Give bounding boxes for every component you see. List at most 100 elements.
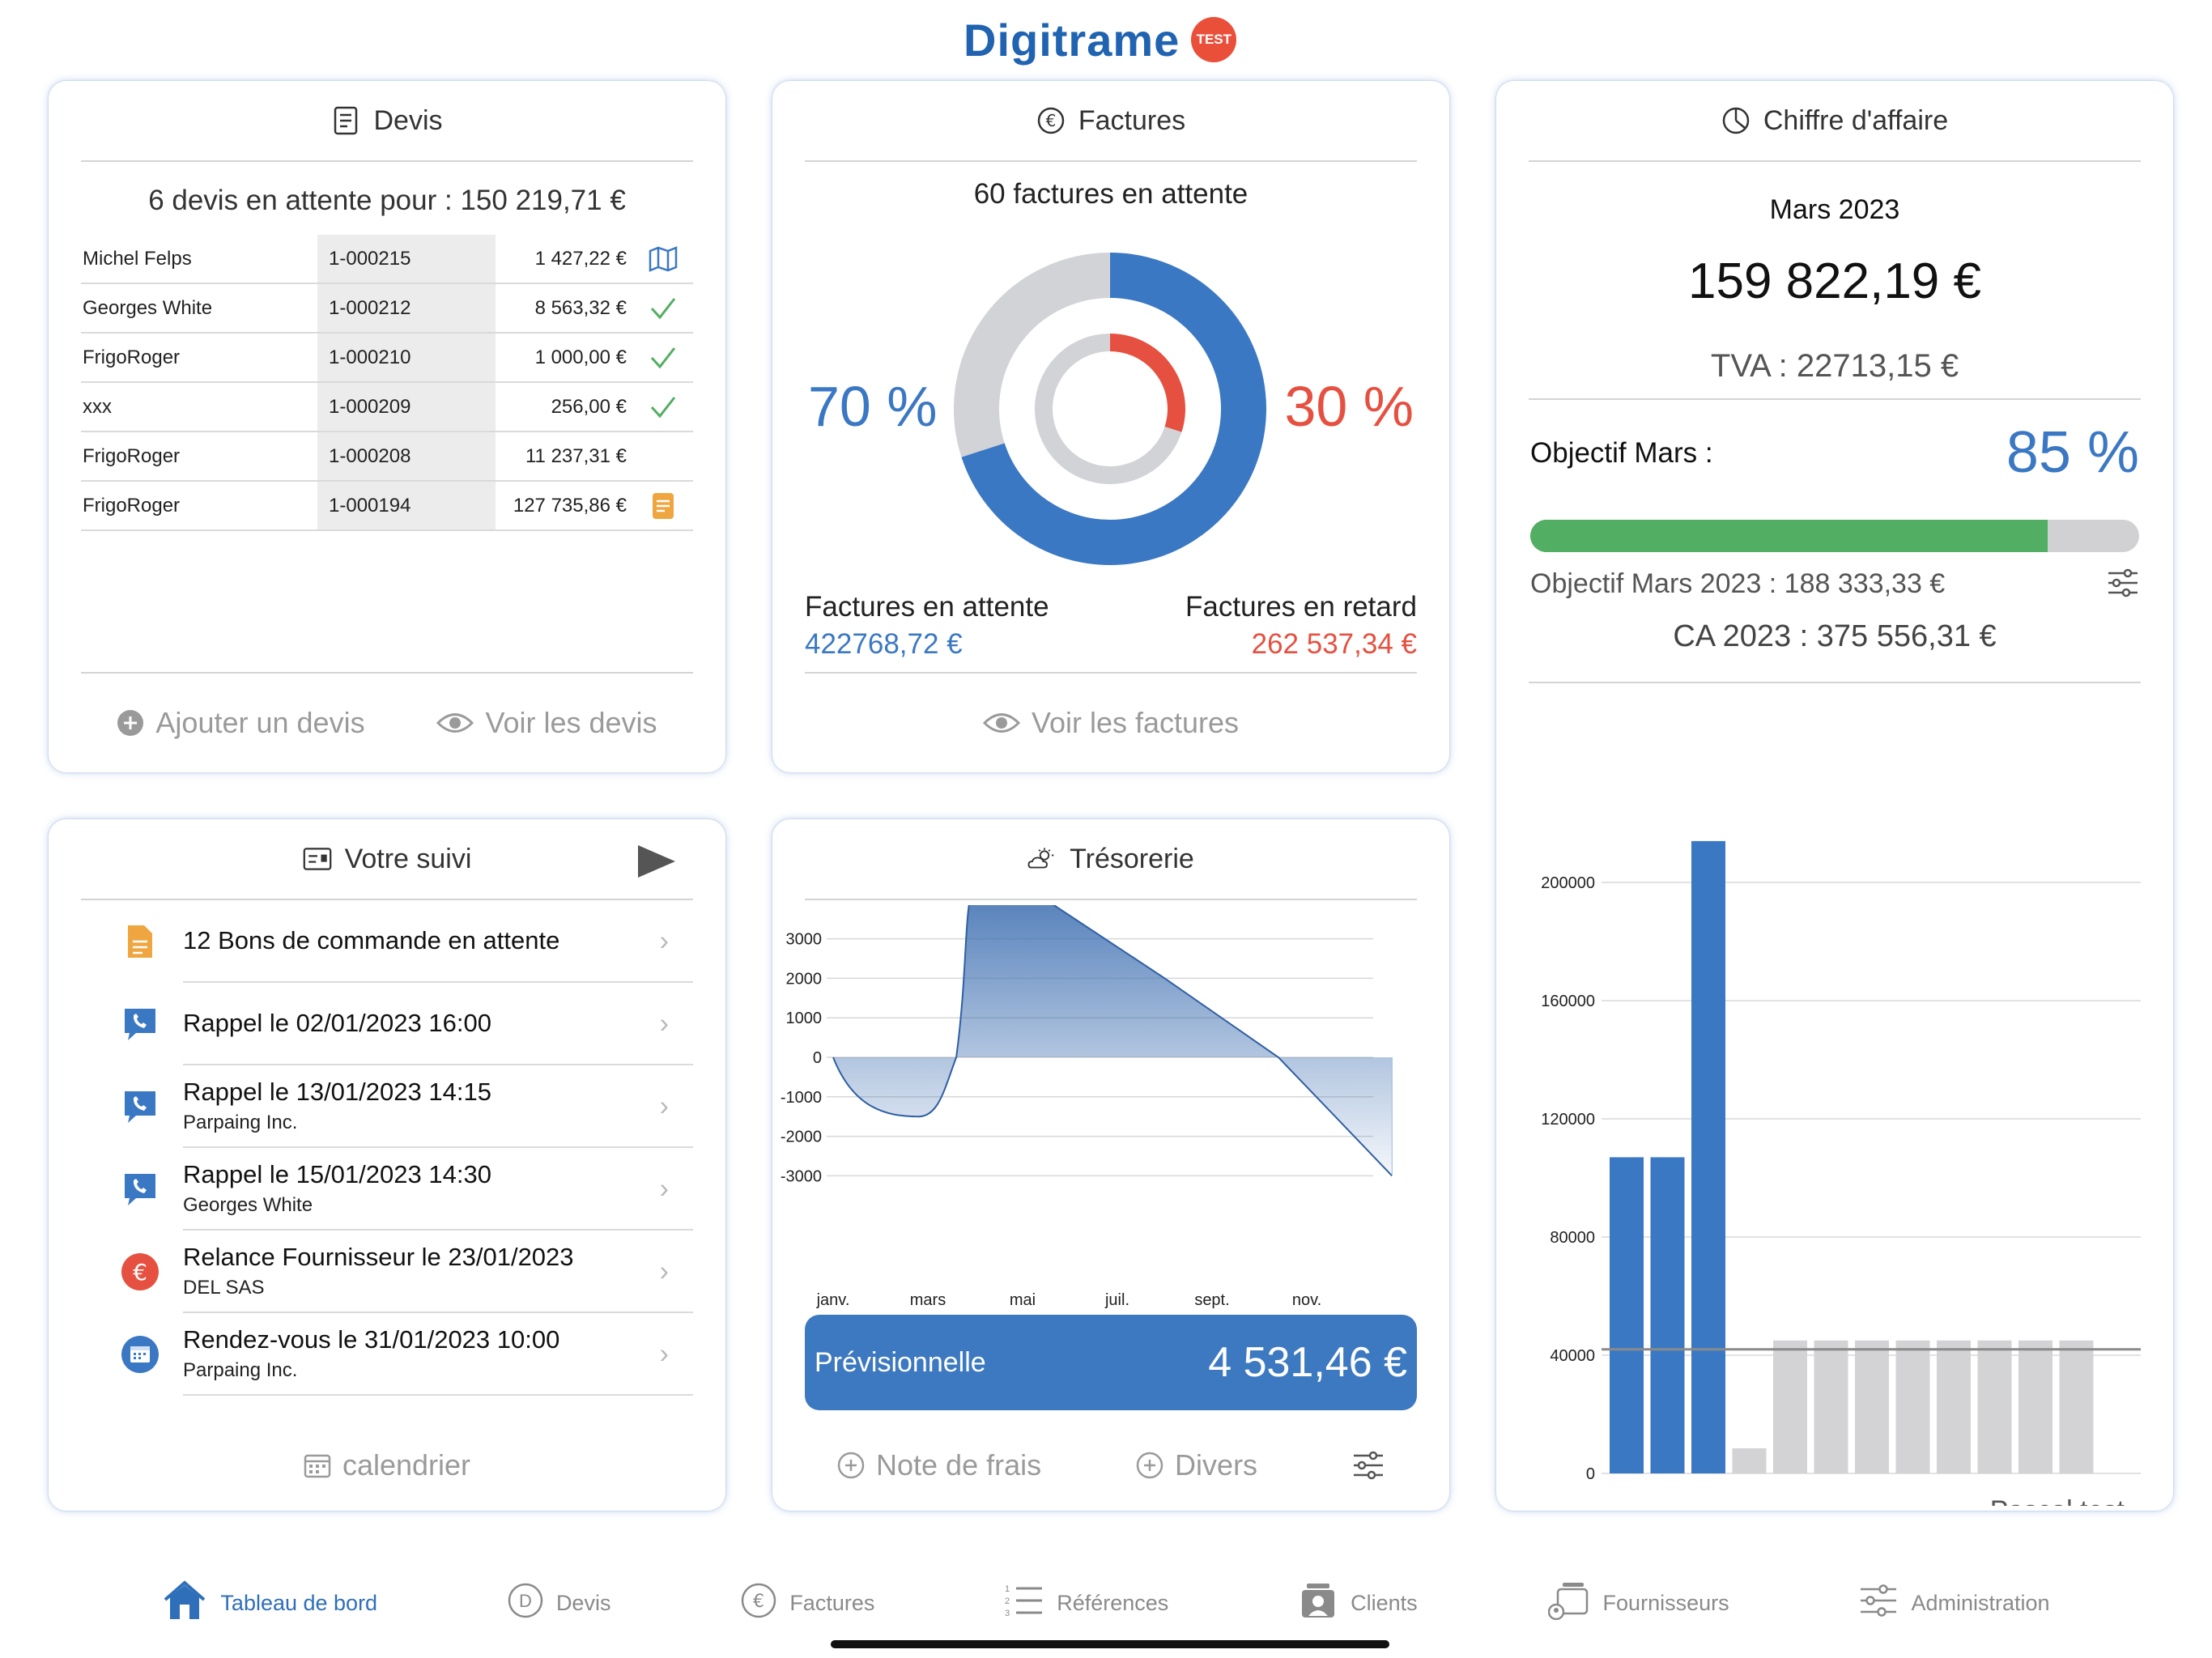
euro-circle-icon: € [1036,106,1066,135]
plus-circle-icon [1136,1452,1163,1479]
y-tick-label: 2000 [786,970,823,988]
devis-summary: 6 devis en attente pour : 150 219,71 € [148,185,626,216]
suivi-item-subtitle: Georges White [183,1194,313,1216]
x-tick-label: sept. [1194,1291,1229,1309]
view-factures-label: Voir les factures [1031,706,1240,739]
view-devis-label: Voir les devis [485,706,657,739]
suivi-item[interactable]: Rappel le 15/01/2023 14:30 Georges White › [81,1148,693,1231]
suivi-item-title: Relance Fournisseur le 23/01/2023 [183,1243,574,1271]
late-label: Factures en retard [1185,591,1417,623]
y-tick-label: -3000 [781,1167,822,1185]
calendar-icon [304,1454,331,1478]
suivi-item[interactable]: 12 Bons de commande en attente › [81,900,693,983]
plus-circle-icon [117,710,144,736]
suivi-item-text: Relance Fournisseur le 23/01/2023 DEL SAS [183,1231,693,1313]
x-tick-label: juil. [1104,1291,1129,1309]
tab-sliders[interactable]: Administration [1859,1584,2050,1622]
ca-month: Mars 2023 [1769,194,1900,225]
tab-euro[interactable]: € Factures [741,1583,874,1624]
phone-icon [121,1005,159,1043]
add-devis-label: Ajouter un devis [155,706,365,739]
divider [1529,682,2141,683]
misc-label: Divers [1175,1448,1258,1482]
tab-devis[interactable]: D Devis [508,1583,611,1624]
objective-percent: 85 % [2006,420,2139,485]
suivi-item-subtitle: DEL SAS [183,1277,265,1299]
chart-owner-label: Pascal test [1990,1495,2125,1506]
suivi-item[interactable]: Rappel le 31/01/2023 16:30› [81,1396,693,1420]
document-icon [121,923,159,960]
add-expense-button[interactable]: Note de frais [837,1448,1041,1482]
late-percent: 30 % [1284,375,1414,438]
ca-tva: TVA : 22713,15 € [1710,348,1959,384]
devis-amount: 127 735,86 € [513,494,627,517]
check-icon [643,395,683,419]
expense-label: Note de frais [876,1448,1042,1482]
chevron-right-icon: › [659,1338,669,1370]
suivi-item-text: Rappel le 31/01/2023 16:30 [183,1396,693,1420]
pending-percent: 70 % [808,375,938,438]
factures-header: € Factures [805,81,1417,162]
track-slice [1035,334,1182,484]
add-devis-button[interactable]: Ajouter un devis [117,706,365,740]
eye-icon [436,713,474,733]
devis-row[interactable]: xxx 1-000209 256,00 € [81,383,693,432]
suivi-item-subtitle: Parpaing Inc. [183,1112,298,1133]
forecast-amount: 4 531,46 € [1208,1339,1407,1386]
bar [1855,1340,1889,1473]
devis-row[interactable]: FrigoRoger 1-000194 127 735,86 € [81,482,693,531]
suivi-item[interactable]: Rendez-vous le 31/01/2023 10:00 Parpaing … [81,1313,693,1396]
pending-amount: 422768,72 € [805,628,963,660]
svg-text:1: 1 [1005,1584,1010,1594]
tab-label: Devis [555,1590,611,1615]
pie-chart-icon [1721,106,1750,135]
devis-ref: 1-000210 [317,334,496,381]
devis-row[interactable]: Michel Felps 1-000215 1 427,22 € [81,235,693,284]
devis-row[interactable]: FrigoRoger 1-000210 1 000,00 € [81,334,693,383]
chevron-right-icon: › [659,1173,669,1205]
suivi-item-text: Rappel le 13/01/2023 14:15 Parpaing Inc. [183,1065,693,1148]
view-factures-button[interactable]: Voir les factures [982,706,1240,740]
test-badge: TEST [1191,17,1237,62]
tab-label: Fournisseurs [1602,1590,1729,1615]
suivi-item[interactable]: Rappel le 02/01/2023 16:00 › [81,983,693,1065]
tab-label: Tableau de bord [220,1590,378,1615]
forecast-bar[interactable]: Prévisionnelle 4 531,46 € [805,1315,1417,1410]
chevron-right-icon: › [659,1090,669,1122]
tab-label: Clients [1351,1590,1418,1615]
view-devis-button[interactable]: Voir les devis [436,706,657,740]
devis-client: xxx [83,395,112,418]
tab-clients[interactable]: Clients [1299,1582,1418,1625]
tresorerie-settings-button[interactable] [1352,1451,1385,1480]
tab-home[interactable]: Tableau de bord [162,1579,378,1626]
document-icon [643,492,683,520]
calendar-button[interactable]: calendrier [304,1448,470,1482]
devis-header: Devis [81,81,693,162]
list-icon: 1 2 3 [1005,1584,1044,1623]
objective-progress-fill [1530,520,2048,552]
suivi-item[interactable]: Rappel le 13/01/2023 14:15 Parpaing Inc. › [81,1065,693,1148]
sliders-icon [1354,1451,1383,1480]
devis-title: Devis [373,104,443,136]
devis-ref: 1-000212 [317,284,496,332]
tab-list[interactable]: 1 2 3 Références [1005,1584,1168,1623]
devis-row[interactable]: Georges White 1-000212 8 563,32 € [81,284,693,334]
calendar-icon [121,1336,159,1373]
devis-row[interactable]: FrigoRoger 1-000208 11 237,31 € [81,432,693,482]
suivi-card: Votre suivi 12 Bons de commande en atten… [49,819,725,1511]
phone-icon [121,1171,159,1208]
weather-icon [1027,844,1057,874]
ca-year-total: CA 2023 : 375 556,31 € [1673,619,1997,653]
add-misc-button[interactable]: Divers [1136,1448,1257,1482]
play-button[interactable] [635,844,677,886]
devis-ref: 1-000194 [317,482,496,529]
home-indicator [831,1640,1389,1648]
late-amount: 262 537,34 € [1251,628,1417,660]
objective-detail: Objectif Mars 2023 : 188 333,33 € [1530,568,1946,599]
tab-suppliers[interactable]: Fournisseurs [1547,1581,1729,1626]
objective-settings-button[interactable] [2107,568,2139,602]
ca-header: Chiffre d'affaire [1529,81,2141,162]
suivi-title: Votre suivi [344,843,472,874]
suivi-item[interactable]: € Relance Fournisseur le 23/01/2023 DEL SA… [81,1231,693,1313]
y-tick-label: 3000 [786,931,823,949]
